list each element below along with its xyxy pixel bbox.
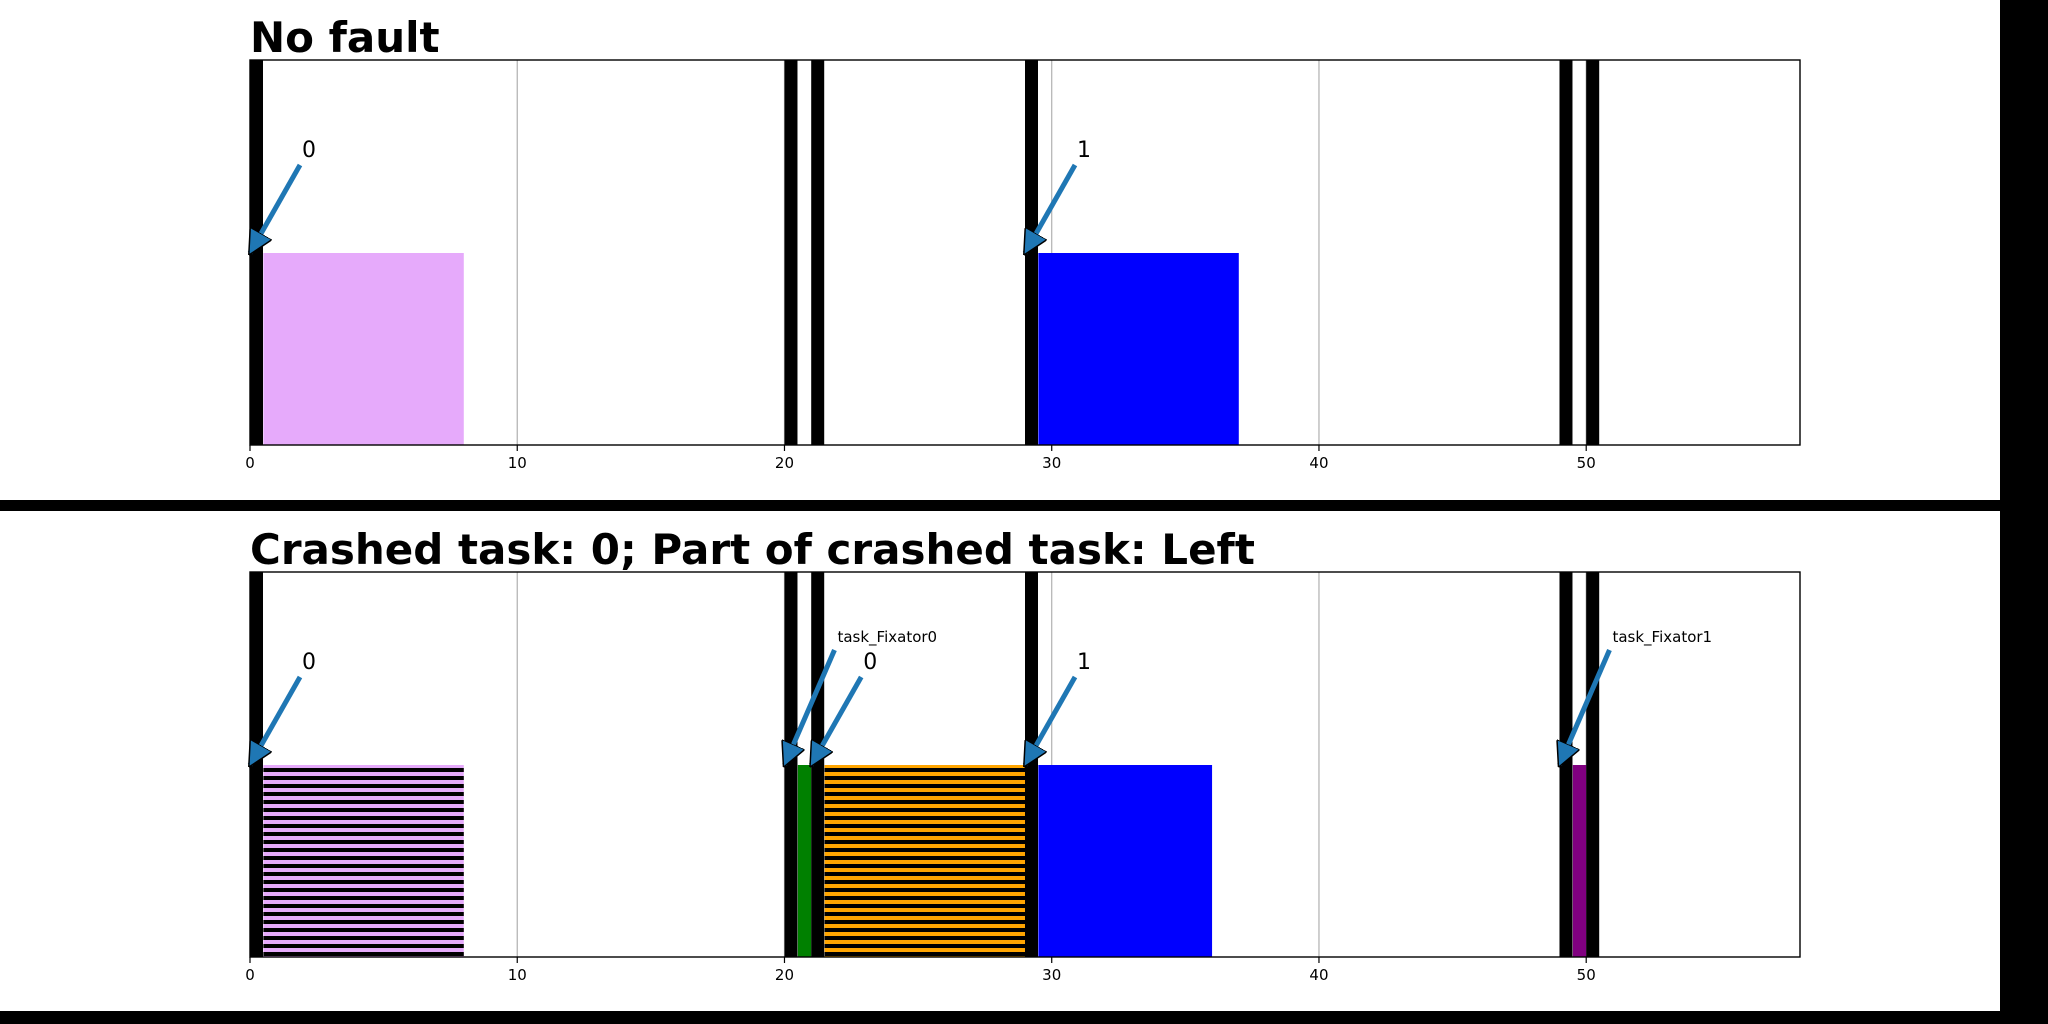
- task-bar: [1038, 765, 1213, 957]
- annotation-arrow: [247, 163, 303, 253]
- chart-panel: 0 10 20 30 40 50 0 1 No fault: [0, 13, 2000, 511]
- separator-bar: [1586, 60, 1600, 445]
- separator-bar: [1559, 60, 1573, 445]
- chart-title: Crashed task: 0; Part of crashed task: L…: [250, 525, 1255, 574]
- x-tick-label: 50: [1577, 966, 1596, 984]
- task-bar: [263, 253, 464, 445]
- chart-panel: 0 10 20 30 40 50 0 task_Fixator0 0 1 task_Fixator1…: [0, 525, 2000, 1024]
- x-tick-label: 0: [245, 454, 255, 472]
- x-tick-label: 10: [508, 966, 527, 984]
- separator-bar: [784, 60, 798, 445]
- chart-title: No fault: [250, 13, 440, 62]
- separator-bar: [1586, 572, 1600, 957]
- annotation-arrow: [247, 675, 303, 765]
- x-tick-label: 20: [775, 454, 794, 472]
- annotation-arrow: [784, 649, 837, 765]
- annotation-label: task_Fixator0: [837, 628, 937, 647]
- separator-bar: [811, 60, 825, 445]
- x-tick-label: 30: [1042, 454, 1061, 472]
- annotation-label: 0: [302, 138, 316, 163]
- task-bar: [1038, 253, 1239, 445]
- annotation-label: 0: [302, 650, 316, 675]
- annotation-arrow: [1559, 649, 1612, 765]
- panel-divider: [0, 1011, 2000, 1024]
- x-tick-label: 20: [775, 966, 794, 984]
- annotation-label: task_Fixator1: [1612, 628, 1712, 647]
- x-tick-label: 30: [1042, 966, 1061, 984]
- x-tick-label: 40: [1309, 966, 1328, 984]
- right-border: [2000, 0, 2048, 1024]
- annotation-arrow: [809, 675, 864, 765]
- annotation-label: 1: [1077, 138, 1091, 163]
- task-bar: [797, 765, 812, 957]
- x-tick-label: 40: [1309, 454, 1328, 472]
- annotation-label: 1: [1077, 650, 1091, 675]
- x-tick-label: 0: [245, 966, 255, 984]
- annotation-arrow: [1022, 163, 1078, 253]
- panel-divider: [0, 500, 2000, 511]
- x-tick-label: 50: [1577, 454, 1596, 472]
- annotation-arrow: [1022, 675, 1078, 765]
- x-tick-label: 10: [508, 454, 527, 472]
- task-bar-hatch: [263, 765, 464, 957]
- task-bar-hatch: [824, 765, 1025, 957]
- annotation-label: 0: [863, 650, 877, 675]
- task-bar: [1572, 765, 1587, 957]
